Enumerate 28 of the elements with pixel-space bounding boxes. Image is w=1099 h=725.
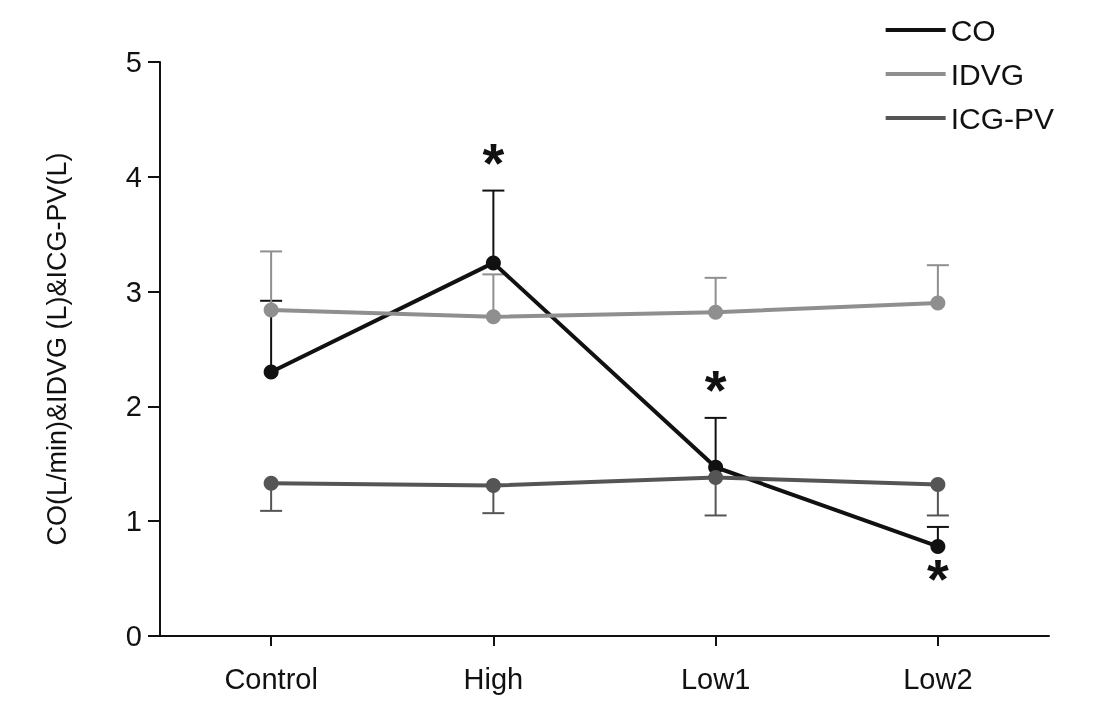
annotation: * [926,546,949,610]
y-tick-label: 1 [125,505,142,538]
y-axis-title: CO(L/min)&IDVG (L)&ICG-PV(L) [41,152,72,546]
point [930,295,946,311]
x-tick-label: Control [224,662,318,695]
y-tick-label: 0 [125,620,142,652]
legend-label: ICG-PV [950,101,1055,135]
annotation: * [704,358,727,422]
point [485,309,501,325]
point [708,304,724,320]
point [263,475,279,491]
y-tick-label: 4 [125,160,142,193]
x-tick-label: Low1 [680,662,751,695]
y-tick-label: 3 [125,275,142,308]
point [263,302,279,318]
point [930,538,946,554]
point [485,478,501,494]
point [485,255,501,271]
point [930,476,946,492]
y-tick-label: 5 [125,46,142,78]
legend-label: CO [950,13,996,47]
annotation: * [482,131,505,195]
point [708,470,724,486]
y-tick-label: 2 [125,390,142,423]
legend-label: IDVG [950,57,1025,91]
x-tick-label: Low2 [903,662,973,695]
x-tick-label: High [463,662,524,695]
point [263,364,279,380]
